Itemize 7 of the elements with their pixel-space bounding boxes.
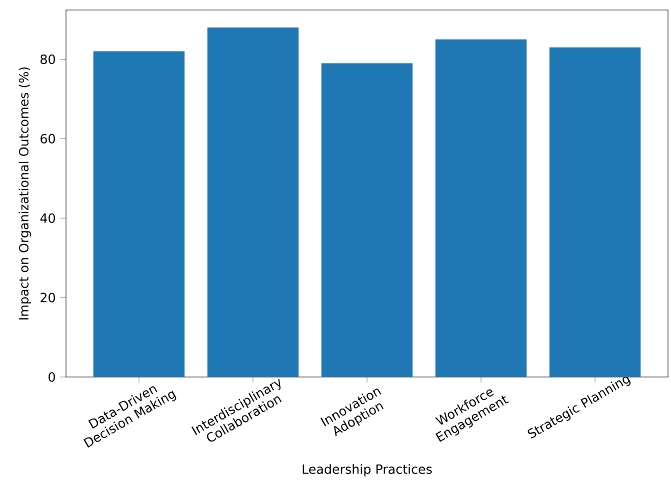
- y-tick-label: 40: [40, 213, 55, 223]
- x-axis-title: Leadership Practices: [302, 464, 432, 476]
- y-tick-label: 80: [40, 54, 55, 64]
- y-tick-label: 20: [40, 292, 55, 302]
- y-tick-label: 60: [40, 134, 55, 144]
- y-axis-title: Impact on Organizational Outcomes (%): [18, 67, 31, 320]
- y-tick-label: 0: [48, 372, 55, 382]
